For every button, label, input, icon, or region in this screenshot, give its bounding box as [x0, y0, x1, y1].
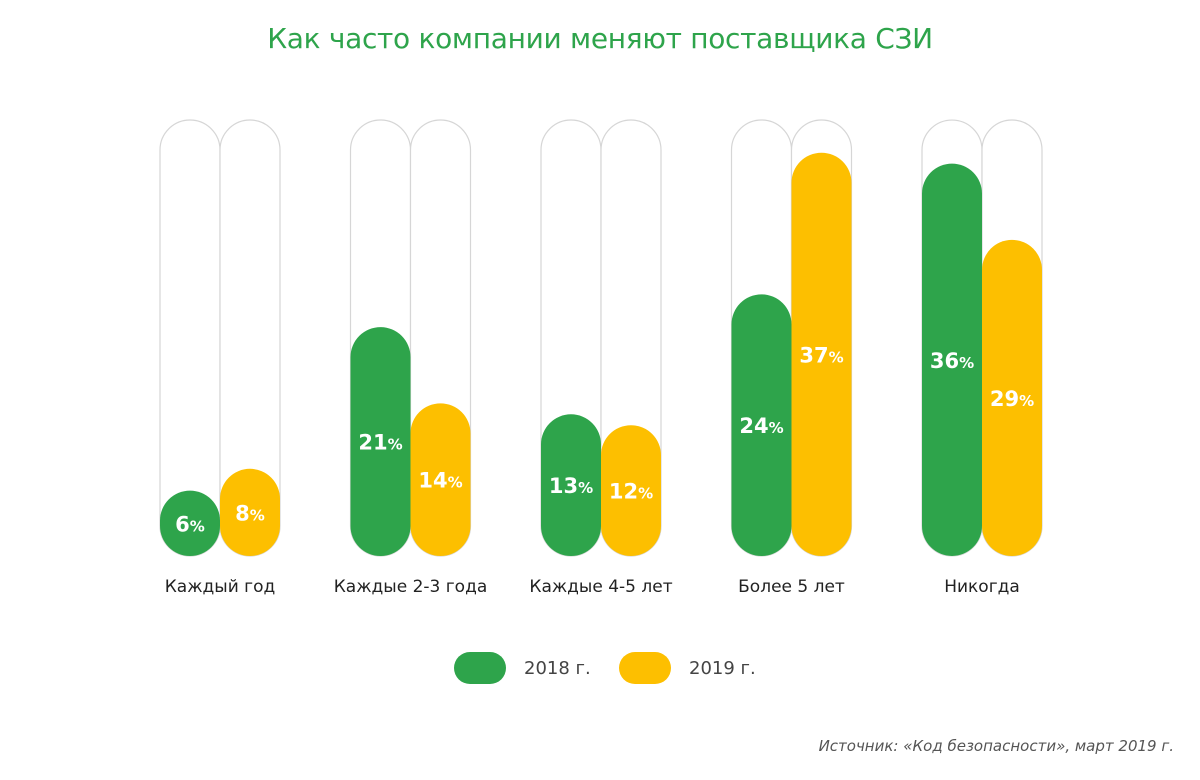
bar-group-2: 13% 12% Каждые 4-5 лет [529, 119, 673, 597]
category-label: Более 5 лет [738, 577, 845, 597]
bar-2018-г--1 [350, 327, 411, 557]
legend-swatch-2019 [619, 652, 671, 684]
chart-title: Как часто компании меняют поставщика СЗИ [267, 22, 933, 55]
bar-2018-г--2 [541, 414, 601, 556]
bar-2019-г--3 [791, 152, 852, 557]
legend-label-2019: 2019 г. [689, 657, 756, 679]
value-label: 6% [175, 512, 205, 536]
bar-2018-г--0 [160, 490, 220, 556]
bar-group-3: 24% 37% Более 5 лет [730, 119, 853, 597]
value-label: 12% [609, 480, 653, 504]
bar-group-1: 21% 14% Каждые 2-3 года [334, 119, 488, 597]
value-label: 21% [358, 431, 402, 455]
source-note: Источник: «Код безопасности», март 2019 … [818, 737, 1174, 755]
value-label: 29% [990, 387, 1034, 411]
legend-label-2018: 2018 г. [524, 657, 591, 679]
category-label: Каждые 2-3 года [334, 577, 488, 597]
legend-item-2018: 2018 г. [454, 652, 591, 684]
value-label: 14% [418, 469, 462, 493]
legend-swatch-2018 [454, 652, 506, 684]
bar-group-0: 6% 8% Каждый год [159, 119, 281, 597]
category-label: Никогда [944, 577, 1020, 597]
bar-2018-г--4 [922, 163, 982, 556]
bar-group-4: 36% 29% Никогда [921, 119, 1043, 597]
category-label: Каждые 4-5 лет [529, 577, 672, 597]
value-label: 36% [930, 349, 974, 373]
bar-2018-г--3 [731, 294, 792, 557]
bar-2019-г--1 [410, 403, 471, 557]
bar-2019-г--0 [220, 468, 280, 556]
value-label: 8% [235, 501, 265, 525]
value-label: 13% [549, 474, 593, 498]
value-label: 37% [799, 343, 843, 367]
bar-2019-г--4 [982, 239, 1042, 556]
value-label: 24% [739, 414, 783, 438]
legend-item-2019: 2019 г. [619, 652, 756, 684]
bar-chart: 6% 8% Каждый год 21% 14% Каждые 2-3 года 13% 12… [159, 119, 1043, 597]
category-label: Каждый год [165, 577, 276, 597]
bar-2019-г--2 [601, 425, 661, 556]
